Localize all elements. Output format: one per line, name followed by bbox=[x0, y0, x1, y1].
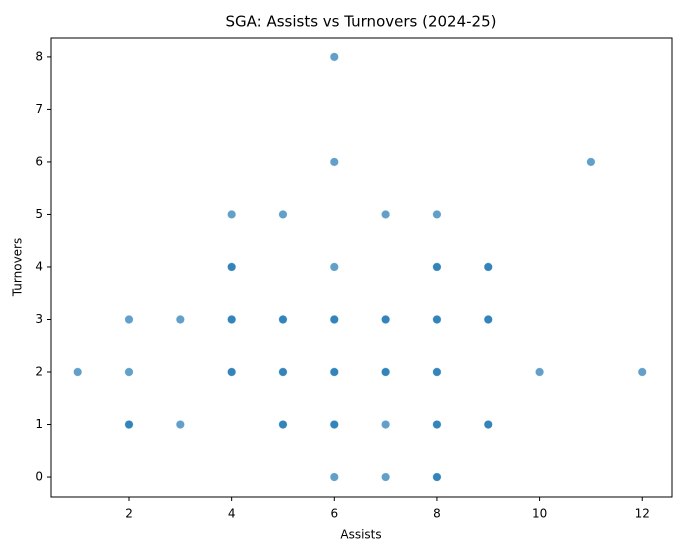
y-tick-label: 7 bbox=[35, 102, 43, 116]
point bbox=[381, 420, 391, 429]
x-tick-label: 6 bbox=[330, 507, 338, 521]
point bbox=[329, 367, 339, 377]
point bbox=[278, 315, 288, 324]
point bbox=[381, 315, 391, 324]
y-tick-label: 6 bbox=[35, 154, 43, 168]
point bbox=[381, 472, 391, 482]
point bbox=[278, 210, 288, 219]
x-tick-label: 2 bbox=[125, 507, 133, 521]
point bbox=[483, 262, 493, 272]
point bbox=[432, 262, 442, 272]
point bbox=[175, 315, 185, 324]
point bbox=[329, 315, 339, 324]
point bbox=[73, 367, 83, 377]
point bbox=[483, 315, 493, 324]
point bbox=[432, 315, 442, 324]
point bbox=[124, 420, 134, 429]
y-tick-label: 8 bbox=[35, 49, 43, 63]
point bbox=[432, 210, 442, 219]
point bbox=[381, 210, 391, 219]
point bbox=[278, 367, 288, 377]
y-tick-label: 3 bbox=[35, 312, 43, 326]
point bbox=[432, 472, 442, 482]
point bbox=[227, 210, 237, 219]
point bbox=[278, 420, 288, 429]
y-tick-label: 1 bbox=[35, 417, 43, 431]
point bbox=[124, 315, 134, 324]
point bbox=[227, 367, 237, 377]
point bbox=[637, 367, 647, 377]
point bbox=[329, 472, 339, 482]
x-axis-label: Assists bbox=[340, 528, 381, 542]
point bbox=[381, 367, 391, 377]
point bbox=[432, 420, 442, 429]
point bbox=[227, 315, 237, 324]
y-tick-label: 2 bbox=[35, 365, 43, 379]
x-tick-label: 12 bbox=[635, 507, 650, 521]
x-tick-label: 4 bbox=[228, 507, 236, 521]
point bbox=[483, 420, 493, 429]
point bbox=[535, 367, 545, 377]
point bbox=[329, 157, 339, 167]
point bbox=[329, 52, 339, 62]
point bbox=[175, 420, 185, 429]
point bbox=[329, 262, 339, 272]
point bbox=[124, 367, 134, 377]
y-axis-label: Turnovers bbox=[11, 238, 25, 297]
point bbox=[329, 420, 339, 429]
x-tick-label: 10 bbox=[532, 507, 547, 521]
chart-title: SGA: Assists vs Turnovers (2024-25) bbox=[226, 13, 497, 31]
point bbox=[227, 262, 237, 272]
x-tick-label: 8 bbox=[433, 507, 441, 521]
point bbox=[432, 367, 442, 377]
y-tick-label: 4 bbox=[35, 259, 43, 273]
plot-frame bbox=[50, 37, 673, 498]
y-tick-label: 0 bbox=[35, 470, 43, 484]
y-tick-label: 5 bbox=[35, 207, 43, 221]
point bbox=[586, 157, 596, 167]
